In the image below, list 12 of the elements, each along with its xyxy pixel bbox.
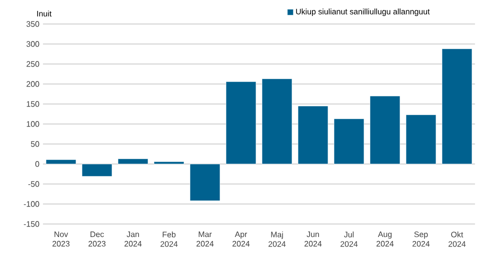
bar	[190, 164, 220, 201]
bar	[154, 161, 184, 164]
bar	[406, 114, 436, 164]
bar	[82, 164, 112, 177]
bar	[298, 106, 328, 164]
bar	[262, 78, 292, 164]
bar	[46, 159, 76, 164]
bar	[334, 118, 364, 164]
bar	[442, 48, 472, 164]
bar	[118, 158, 148, 164]
bar	[226, 81, 256, 164]
bar	[370, 96, 400, 164]
